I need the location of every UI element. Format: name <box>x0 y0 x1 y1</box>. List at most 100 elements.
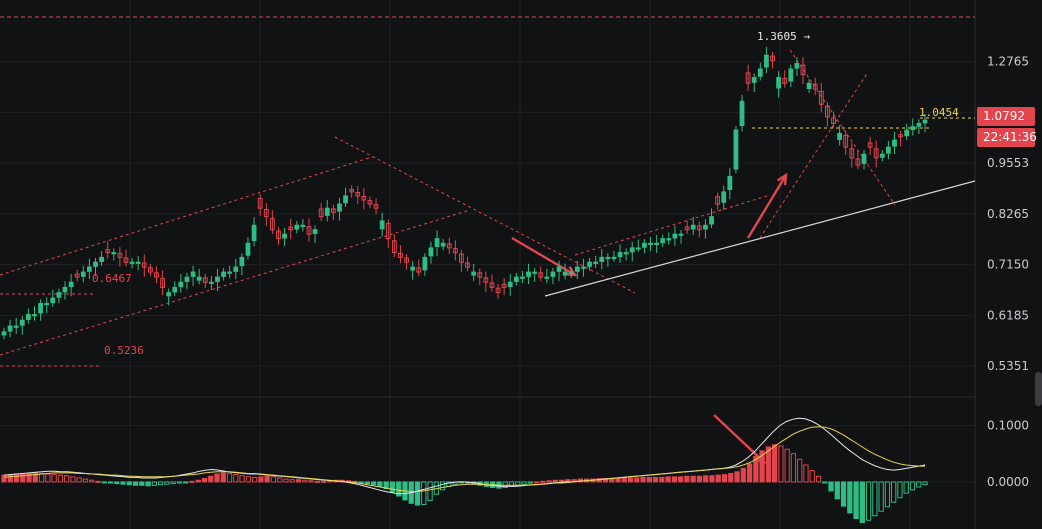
channel-upper-line <box>0 156 373 276</box>
histogram-bar <box>389 481 396 493</box>
candle-body <box>428 247 434 257</box>
rising-channel-upper <box>574 194 771 256</box>
candle-body <box>282 233 287 239</box>
histogram-bar <box>678 476 684 483</box>
histogram-bar <box>840 481 847 507</box>
candle-body <box>56 292 62 298</box>
candle-body <box>172 286 178 293</box>
histogram-bar <box>891 481 897 503</box>
candle-body <box>556 266 562 272</box>
histogram-bar <box>790 453 797 483</box>
candle-body <box>465 262 470 268</box>
descending-trend-line <box>334 136 636 294</box>
candle-body <box>422 256 428 271</box>
candle-body <box>184 276 190 282</box>
price-tick-label: 1.2765 <box>987 55 1029 69</box>
candle-body <box>202 277 208 283</box>
histogram-bar <box>371 481 377 486</box>
histogram-bar <box>320 480 327 483</box>
candle-body <box>861 153 867 164</box>
candle-body <box>105 249 111 254</box>
histogram-bar <box>89 479 95 483</box>
histogram-bar <box>302 479 308 483</box>
candle-body <box>154 272 159 278</box>
histogram-bar <box>126 481 132 486</box>
candle-body <box>117 252 123 258</box>
price-annotation: 1.3605 → <box>757 30 810 43</box>
candle-body <box>818 90 824 105</box>
candle-body <box>910 126 916 131</box>
histogram-bar <box>427 481 433 502</box>
histogram-bar <box>139 481 145 486</box>
histogram-bar <box>684 475 690 483</box>
histogram-bar <box>772 444 778 483</box>
histogram-bar <box>853 481 859 520</box>
countdown-tag: 22:41:36 <box>977 128 1037 147</box>
histogram-bar <box>1 474 7 483</box>
last-price-value: 1.0792 <box>983 109 1025 123</box>
price-annotation: 1.0454 <box>919 106 959 119</box>
histogram-bar <box>164 481 170 485</box>
candle-body <box>562 271 568 276</box>
candle-body <box>611 256 617 260</box>
candle-body <box>221 271 226 277</box>
histogram-bar <box>439 481 446 491</box>
candle-body <box>312 229 318 234</box>
candle-body <box>776 76 782 89</box>
histogram-bar <box>132 481 139 486</box>
histogram-bar <box>145 481 151 487</box>
histogram-bar <box>314 480 320 483</box>
histogram-bar <box>364 481 371 485</box>
candle-body <box>404 257 409 263</box>
candle-body <box>574 266 580 272</box>
histogram-bar <box>170 481 176 485</box>
candle-body <box>879 153 885 158</box>
histogram-bar <box>151 481 157 486</box>
candle-body <box>324 207 330 216</box>
candle-body <box>38 302 43 314</box>
candle-body <box>770 55 775 62</box>
histogram-bar <box>709 475 715 483</box>
candle-body <box>343 195 348 204</box>
histogram-bar <box>289 479 295 483</box>
candle-body <box>666 238 672 241</box>
candle-body <box>7 325 13 332</box>
candle-body <box>843 134 849 148</box>
histogram-bar <box>878 481 884 512</box>
histogram-bar <box>640 476 646 483</box>
down-arrow <box>511 236 576 277</box>
histogram-bar <box>57 474 64 483</box>
candle-body <box>263 208 269 218</box>
candle-body <box>635 247 641 250</box>
histogram-bar <box>652 476 659 483</box>
axis-scroll-handle[interactable] <box>1035 372 1042 406</box>
candle-body <box>709 216 714 225</box>
candle-body <box>330 208 336 213</box>
candle-body <box>379 220 385 230</box>
price-tick-label: 0.6185 <box>987 308 1029 322</box>
candle-body <box>489 282 495 288</box>
candle-body <box>581 266 586 269</box>
histogram-bar <box>283 478 289 483</box>
candle-body <box>215 276 220 282</box>
candle-body <box>782 77 788 84</box>
histogram-bar <box>703 475 709 483</box>
histogram-bar <box>872 481 878 517</box>
histogram-bar <box>208 475 214 483</box>
oscillator-axis[interactable]: 0.1000 0.0000 <box>987 419 1029 489</box>
candle-body <box>593 261 599 264</box>
histogram-bar <box>721 474 728 483</box>
price-tick-label: 0.8265 <box>987 207 1029 221</box>
histogram-bar <box>176 481 183 484</box>
candle-body <box>160 278 165 288</box>
candle-body <box>337 203 342 212</box>
trend-drawings[interactable] <box>0 49 975 464</box>
up-arrow <box>746 174 788 239</box>
candle-body <box>660 238 666 244</box>
histogram-bar <box>45 473 51 483</box>
histogram-bar <box>264 475 270 483</box>
long-term-support-line <box>544 180 975 297</box>
candle-body <box>715 196 721 205</box>
candle-body <box>849 148 855 159</box>
